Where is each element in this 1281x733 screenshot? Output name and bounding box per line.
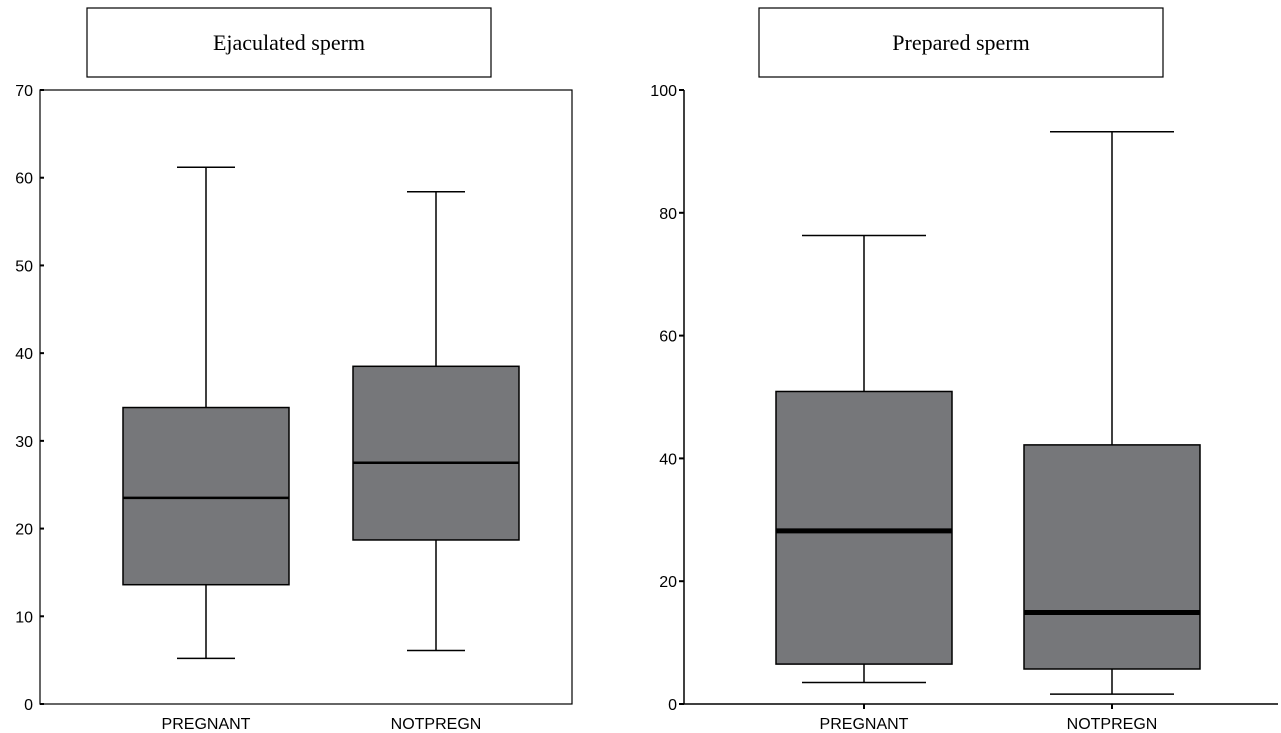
chart-title-box <box>758 7 1164 78</box>
box-series <box>775 131 1201 695</box>
y-tick-label: 40 <box>15 346 33 363</box>
iqr-box <box>122 406 290 586</box>
box-notpregn <box>352 190 520 652</box>
y-tick-label: 50 <box>15 258 33 275</box>
x-axis-labels: PREGNANT NOTPREGN <box>162 716 482 733</box>
box-pregnant <box>122 166 290 660</box>
x-tick-label: PREGNANT <box>820 716 909 733</box>
iqr-box <box>352 365 520 541</box>
chart-ejaculated-sperm: Ejaculated sperm 0 10 20 30 40 50 60 70 PREGNAN… <box>15 7 573 733</box>
y-tick-label: 60 <box>15 171 33 188</box>
y-tick-label: 100 <box>650 83 677 100</box>
box-pregnant <box>775 234 953 684</box>
y-tick-label: 20 <box>659 574 677 591</box>
chart-title-box <box>86 7 492 78</box>
chart-prepared-sperm: Prepared sperm 0 20 40 60 80 100 PREGNANT NOTP… <box>650 7 1278 733</box>
y-axis-ticks: 0 10 20 30 40 50 60 70 <box>15 83 44 714</box>
y-tick-label: 0 <box>668 697 677 714</box>
iqr-box <box>775 390 953 665</box>
y-tick-label: 70 <box>15 83 33 100</box>
box-notpregn <box>1023 131 1201 695</box>
box-series <box>122 166 520 660</box>
y-tick-label: 10 <box>15 609 33 626</box>
plot-frame <box>39 89 573 705</box>
iqr-box <box>1023 444 1201 670</box>
y-axis-ticks: 0 20 40 60 80 100 <box>650 83 684 714</box>
x-axis-labels: PREGNANT NOTPREGN <box>820 704 1158 733</box>
y-tick-label: 40 <box>659 451 677 468</box>
y-tick-label: 20 <box>15 522 33 539</box>
chart-title: Ejaculated sperm <box>213 30 365 55</box>
x-tick-label: NOTPREGN <box>1067 716 1158 733</box>
chart-title: Prepared sperm <box>892 30 1029 55</box>
y-tick-label: 60 <box>659 329 677 346</box>
y-tick-label: 30 <box>15 434 33 451</box>
x-tick-label: NOTPREGN <box>391 716 482 733</box>
y-tick-label: 80 <box>659 206 677 223</box>
y-tick-label: 0 <box>24 697 33 714</box>
x-tick-label: PREGNANT <box>162 716 251 733</box>
